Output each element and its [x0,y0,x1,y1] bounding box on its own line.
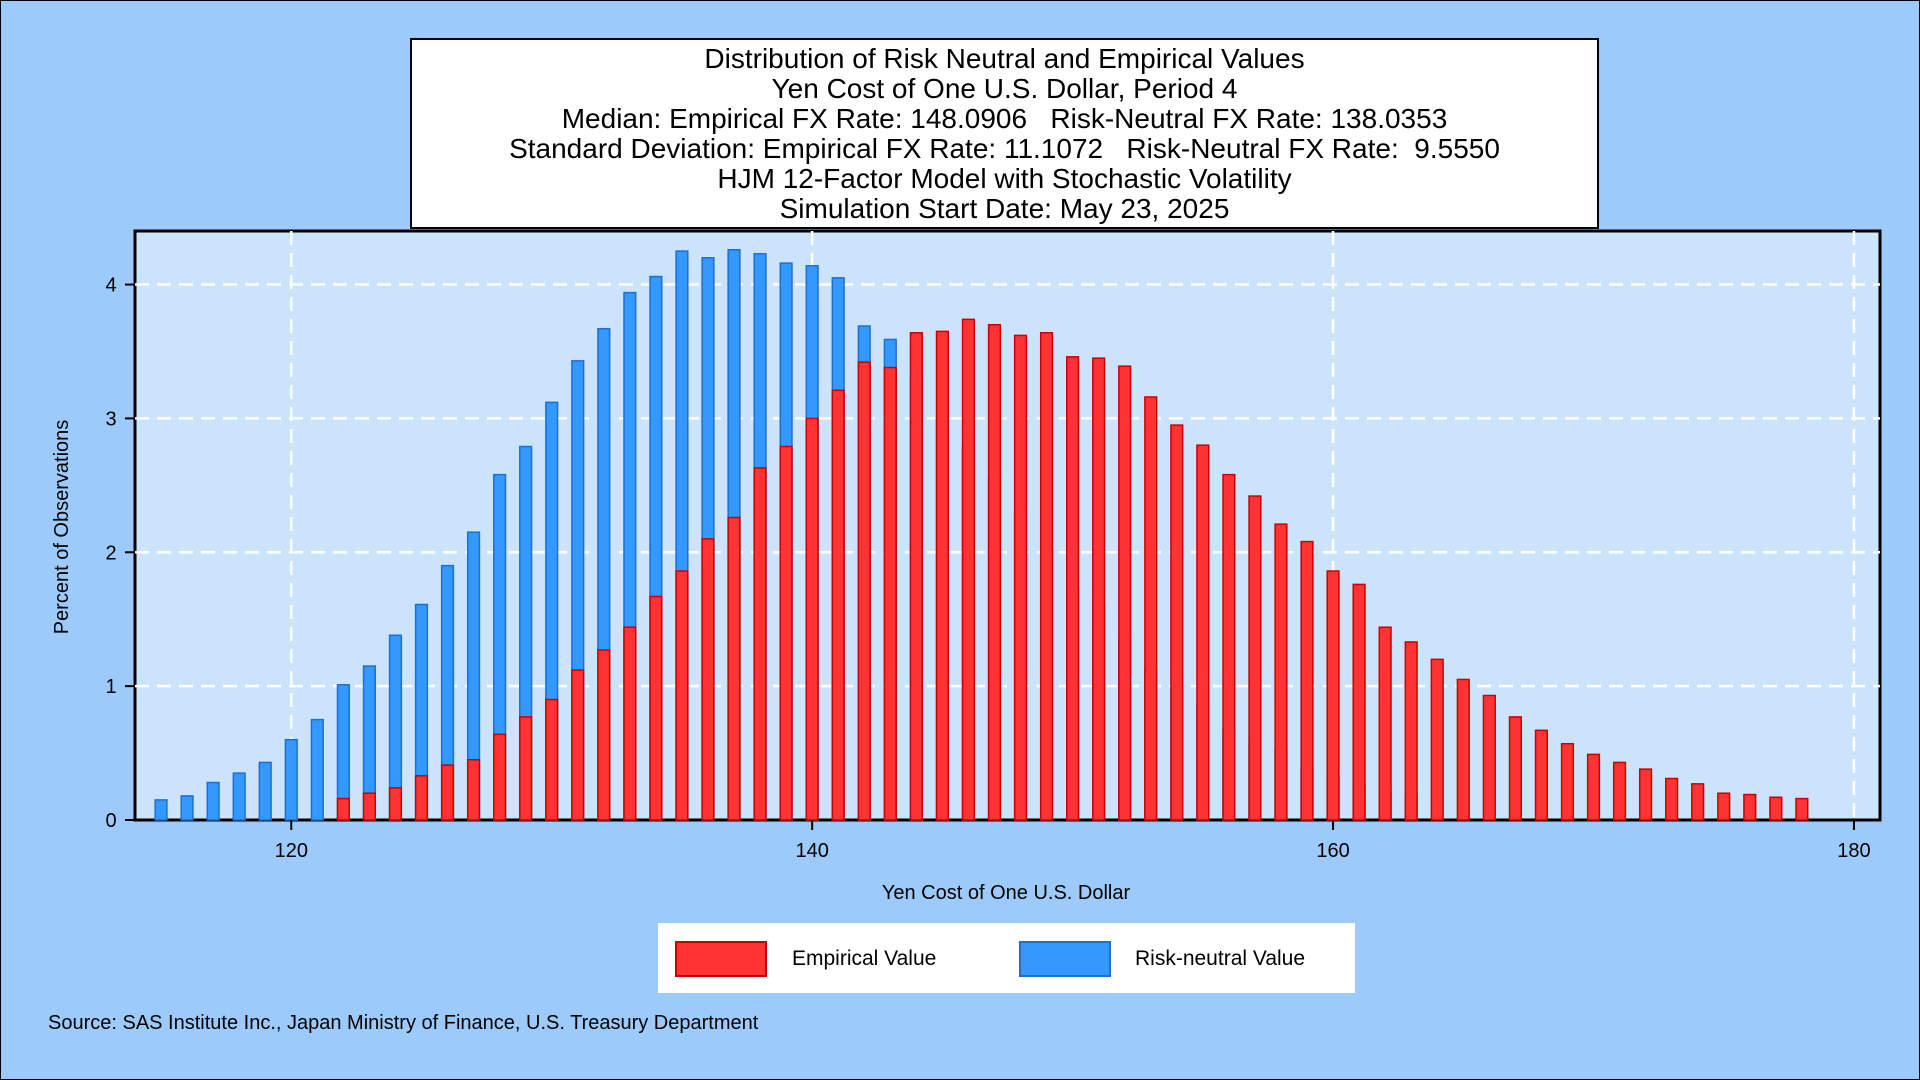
model-line: HJM 12-Factor Model with Stochastic Vola… [717,162,1292,194]
start-date-line: Simulation Start Date: May 23, 2025 [779,192,1230,224]
empirical-bar [466,759,481,821]
std-dev-line: Standard Deviation: Empirical FX Rate: 1… [509,132,1500,164]
empirical-bar [1665,777,1679,821]
y-tick-label: 3 [105,408,116,430]
empirical-bar [519,716,533,821]
axes: 120 140 160 180 0 1 2 3 4 [105,275,1870,862]
risk-neutral-bar [258,761,272,821]
empirical-bar [1717,792,1731,821]
risk-neutral-bar [180,795,194,821]
empirical-bar [388,787,403,821]
empirical-bar [1769,796,1783,821]
x-axis-label: Yen Cost of One U.S. Dollar [882,882,1131,904]
legend-label-risk-neutral: Risk-neutral Value [1135,947,1306,970]
chart-title: Distribution of Risk Neutral and Empiric… [704,42,1305,74]
empirical-bar [597,649,611,821]
empirical-bar [1795,797,1809,821]
empirical-bar [1196,444,1210,821]
empirical-bar [857,361,871,821]
empirical-bar [779,445,793,821]
empirical-bar [1118,365,1132,821]
legend-swatch-risk-neutral [1019,941,1111,977]
x-tick-label: 160 [1316,840,1349,862]
empirical-bar [935,330,949,821]
empirical-bar [1508,716,1522,821]
legend-swatch-empirical [675,941,767,977]
empirical-bar [1092,357,1106,821]
y-tick-label: 4 [105,275,116,297]
empirical-bar [1326,570,1340,821]
empirical-bar [1638,768,1653,821]
empirical-bar [1456,678,1470,821]
legend: Empirical Value Risk-neutral Value [658,923,1355,993]
empirical-bar [1586,753,1601,821]
y-tick-label: 2 [105,542,116,564]
empirical-bar [1534,729,1549,821]
risk-neutral-bar [154,799,168,821]
risk-neutral-bar [206,781,220,821]
chart-title-box: Distribution of Risk Neutral and Empiric… [410,38,1599,229]
empirical-bar [1274,523,1288,821]
empirical-bar [623,626,637,821]
empirical-bar [1066,356,1080,821]
empirical-bar [1248,495,1262,821]
empirical-bar [727,516,741,821]
y-tick-label: 1 [105,676,116,698]
empirical-bar [1691,783,1705,821]
empirical-bar [336,797,350,821]
empirical-bar [675,570,689,821]
empirical-bar [414,775,429,821]
empirical-bar [1743,793,1757,821]
risk-neutral-bar [284,738,298,821]
empirical-bar [883,366,897,821]
empirical-bar [1039,331,1054,821]
x-tick-label: 140 [795,840,828,862]
empirical-bar [1013,334,1028,821]
risk-neutral-bar [310,718,324,821]
empirical-bar [545,698,559,821]
empirical-bar [909,331,923,821]
empirical-bar [831,389,845,821]
empirical-bar [753,467,767,821]
empirical-bar [1482,694,1496,821]
source-note: Source: SAS Institute Inc., Japan Minist… [48,1012,759,1034]
empirical-bar [493,733,507,821]
empirical-bar [961,318,976,821]
median-line: Median: Empirical FX Rate: 148.0906 Risk… [561,102,1448,134]
empirical-bar [1222,473,1236,821]
empirical-bar [1170,424,1184,821]
empirical-bar [1144,396,1158,821]
empirical-bar [571,669,585,821]
x-tick-label: 120 [275,840,308,862]
empirical-bar [1404,641,1418,821]
legend-label-empirical: Empirical Value [792,947,937,970]
empirical-bar [1560,742,1575,821]
empirical-bar [649,595,663,821]
empirical-bar [1378,626,1392,821]
risk-neutral-bar [232,772,246,821]
empirical-bar [362,792,377,821]
empirical-bar [1430,658,1444,821]
empirical-bar [1300,540,1314,821]
x-tick-label: 180 [1837,840,1870,862]
chart-subtitle: Yen Cost of One U.S. Dollar, Period 4 [771,72,1238,104]
empirical-bar [701,538,715,821]
bars [154,248,1809,821]
empirical-bar [1612,761,1627,821]
empirical-bar [440,764,455,821]
y-axis-label: Percent of Observations [51,420,73,635]
empirical-bar [987,323,1002,821]
empirical-bar [1352,583,1366,821]
y-tick-label: 0 [105,810,116,832]
empirical-bar [805,417,819,821]
